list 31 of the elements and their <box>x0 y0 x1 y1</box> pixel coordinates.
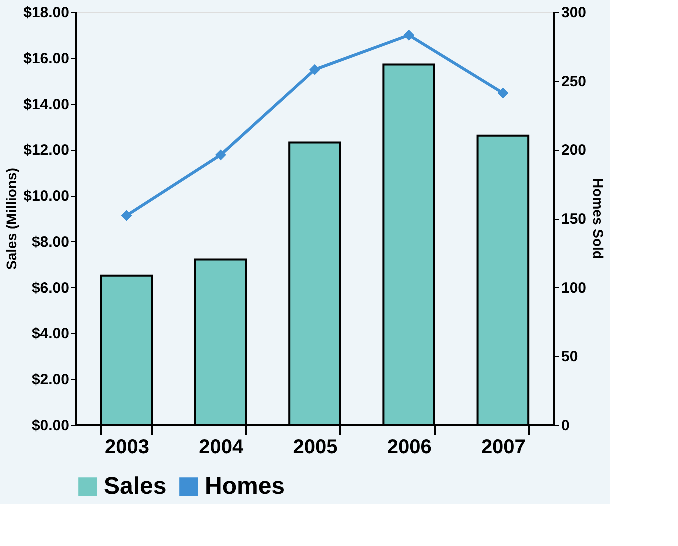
point <box>121 210 132 222</box>
y2-tick-label: 150 <box>562 211 587 228</box>
y-tick-label: $2.00 <box>32 372 70 389</box>
legend-label: Sales <box>104 473 167 500</box>
y-tick-label: $10.00 <box>24 188 70 206</box>
y-tick-label: $18.00 <box>24 4 70 22</box>
x-tick-label: 2006 <box>387 436 432 458</box>
point <box>215 150 226 161</box>
y2-tick-label: 0 <box>562 418 570 434</box>
x-tick-label: 2005 <box>293 436 338 458</box>
y-tick-label: $4.00 <box>32 326 70 343</box>
x-tick-label: 2003 <box>105 436 150 458</box>
point <box>498 88 509 99</box>
y2-tick-label: 300 <box>562 4 587 22</box>
y-tick-label: $16.00 <box>24 50 70 68</box>
y-tick-label: $0.00 <box>32 418 70 434</box>
y2-tick-label: 50 <box>562 348 578 366</box>
point <box>404 30 415 41</box>
y-axis-title: Sales (Millions) <box>4 168 20 270</box>
y-tick-label: $12.00 <box>24 142 70 160</box>
y-tick-label: $8.00 <box>32 234 70 251</box>
legend-label: Homes <box>205 473 286 500</box>
point <box>310 64 320 76</box>
x-tick-label: 2007 <box>481 436 526 458</box>
y2-tick-label: 100 <box>562 280 587 297</box>
y-tick-label: $6.00 <box>32 280 70 297</box>
y2-axis-title: Homes Sold <box>590 178 607 260</box>
y2-tick-label: 250 <box>562 73 587 90</box>
x-tick-label: 2004 <box>199 436 245 458</box>
y2-tick-label: 200 <box>562 142 587 160</box>
y-tick-label: $14.00 <box>24 96 70 114</box>
